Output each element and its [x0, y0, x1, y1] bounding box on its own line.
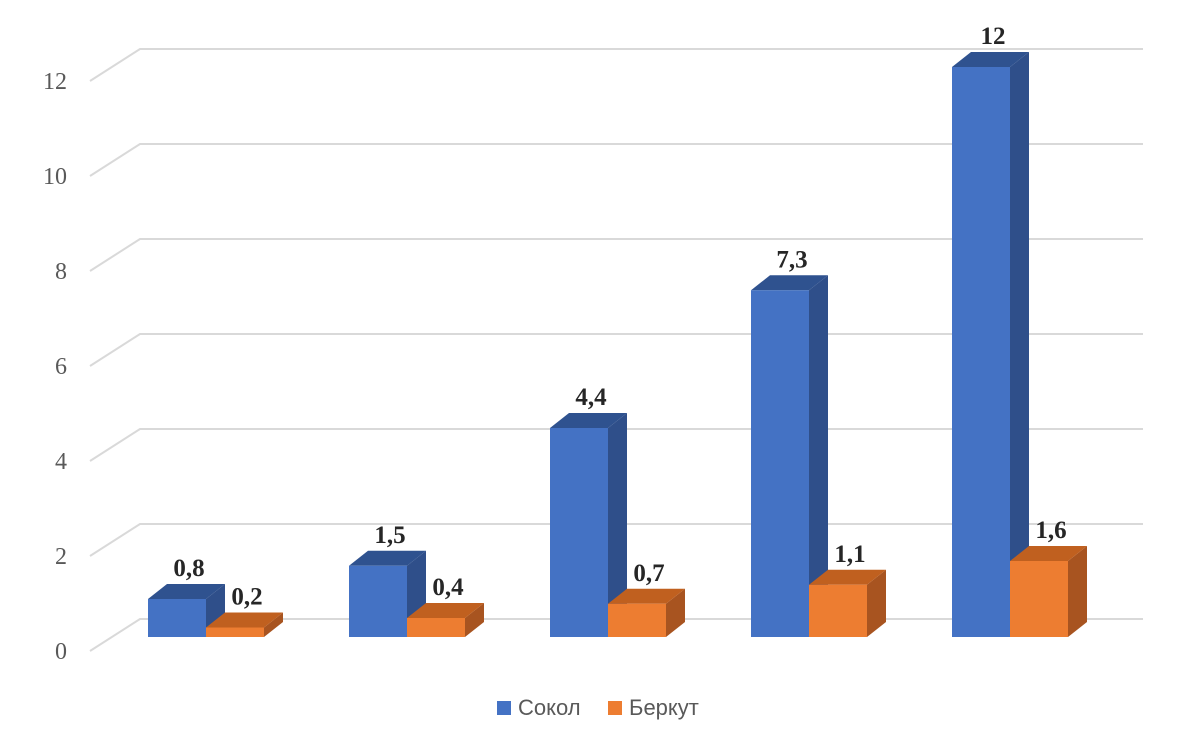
data-label: 1,6 [1035, 517, 1066, 544]
y-tick-label: 4 [55, 449, 67, 475]
data-label: 7,3 [776, 246, 807, 273]
bar [608, 588, 685, 637]
bar [407, 603, 484, 637]
y-tick-label: 2 [55, 544, 67, 570]
data-label: 1,5 [374, 522, 405, 549]
gridline [89, 48, 1143, 82]
data-label: 12 [981, 23, 1006, 50]
bars [148, 52, 1087, 637]
y-tick-label: 8 [55, 259, 67, 285]
gridline [89, 238, 1143, 272]
bar [952, 52, 1029, 637]
legend-item: Сокол [497, 695, 581, 720]
data-labels: 0,8 0,2 1,5 0,4 4,4 0,7 7,3 1,1 12 1,6 [173, 23, 1066, 611]
y-tick-label: 12 [43, 69, 67, 95]
data-label: 1,1 [834, 541, 865, 568]
y-tick-label: 10 [43, 164, 67, 190]
data-label: 0,2 [231, 584, 262, 611]
data-label: 4,4 [575, 384, 607, 411]
gridlines [89, 48, 1143, 652]
legend-swatch [608, 701, 622, 715]
y-tick-label: 0 [55, 639, 67, 665]
bar [809, 569, 886, 637]
legend-swatch [497, 701, 511, 715]
data-label: 0,8 [173, 555, 204, 582]
legend-label: Сокол [518, 695, 581, 720]
bar [1010, 546, 1087, 637]
legend: Сокол Беркут [497, 695, 699, 720]
bar [751, 275, 828, 637]
data-label: 0,7 [633, 560, 664, 587]
gridline [89, 143, 1143, 177]
data-label: 0,4 [432, 574, 464, 601]
bar [206, 612, 283, 637]
y-axis-ticks: 0 2 4 6 8 10 12 [43, 69, 67, 665]
legend-item: Беркут [608, 695, 699, 720]
bar [550, 413, 627, 637]
legend-label: Беркут [629, 695, 699, 720]
y-tick-label: 6 [55, 354, 67, 380]
